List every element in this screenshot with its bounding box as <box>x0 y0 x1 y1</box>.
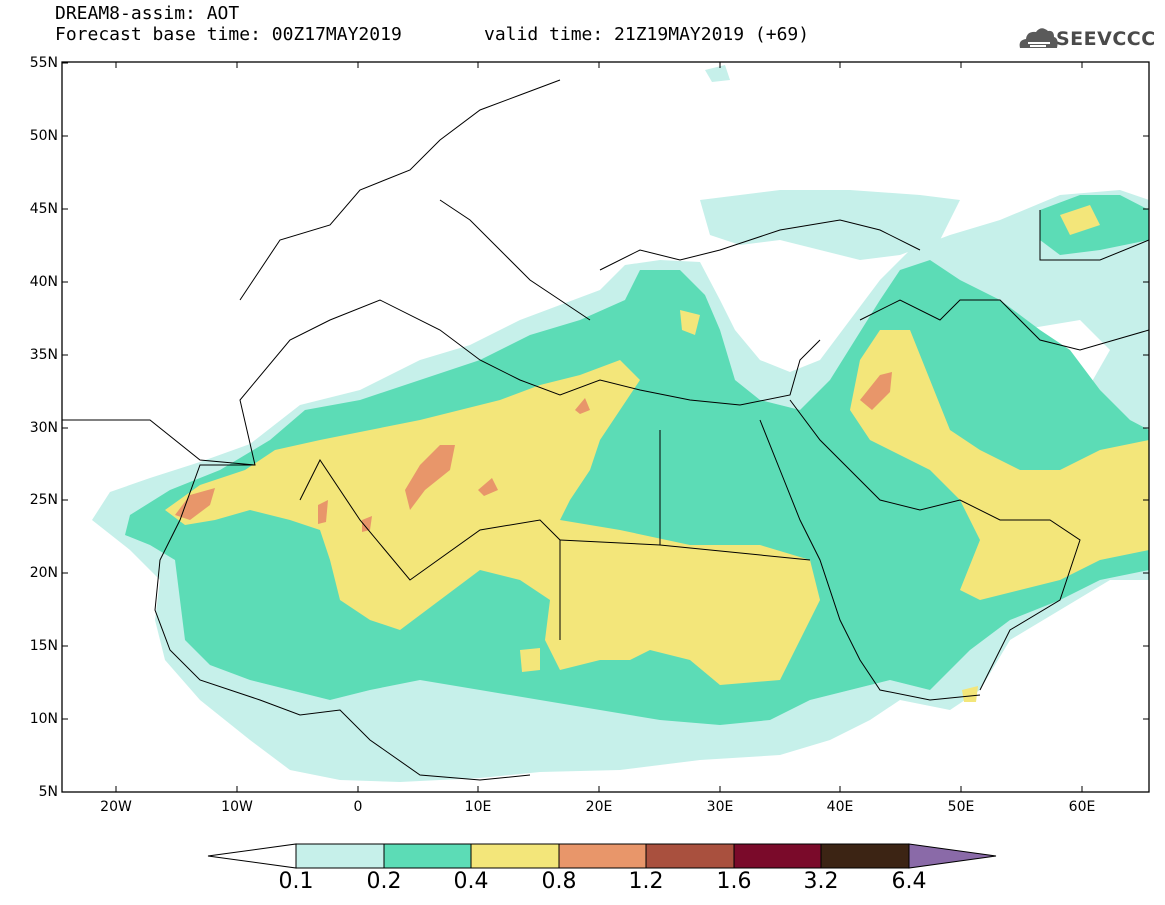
lat-label: 10N <box>29 711 58 727</box>
colorbar-swatch <box>558 843 647 869</box>
lon-label: 10W <box>221 799 253 815</box>
colorbar-label: 0.1 <box>278 869 314 894</box>
colorbar-swatch <box>295 843 385 869</box>
lon-label: 40E <box>826 799 854 815</box>
lat-label: 25N <box>29 492 58 508</box>
cloud-icon <box>1019 28 1058 48</box>
colorbar-label: 1.6 <box>716 869 752 894</box>
colorbar-label: 0.2 <box>366 869 402 894</box>
lat-label: 15N <box>29 638 58 654</box>
map-title: DREAM8-assim: AOT <box>55 3 240 24</box>
aot-contours <box>62 62 1149 792</box>
colorbar-label: 3.2 <box>803 869 839 894</box>
coastlines <box>62 79 1149 781</box>
colorbar-min-arrow <box>207 843 297 869</box>
logo-text: SEEVCCC <box>1056 28 1156 50</box>
colorbar-swatch <box>645 843 735 869</box>
valid-time: valid time: 21Z19MAY2019 (+69) <box>484 24 810 45</box>
forecast-base-time: Forecast base time: 00Z17MAY2019 <box>55 24 402 45</box>
colorbar-swatch <box>733 843 822 869</box>
lat-label: 5N <box>38 784 58 800</box>
lat-label: 35N <box>29 347 58 363</box>
colorbar-swatch <box>820 843 910 869</box>
colorbar-label: 0.8 <box>541 869 577 894</box>
colorbar-max-arrow <box>908 843 997 869</box>
colorbar-swatch <box>383 843 472 869</box>
lon-label: 10E <box>464 799 492 815</box>
lon-label: 30E <box>706 799 734 815</box>
colorbar-label: 1.2 <box>628 869 664 894</box>
lon-label: 20W <box>100 799 132 815</box>
lat-label: 40N <box>29 274 58 290</box>
lon-label: 20E <box>585 799 613 815</box>
colorbar <box>207 843 997 869</box>
map-frame <box>61 61 1150 793</box>
lat-label: 30N <box>29 420 58 436</box>
colorbar-label: 0.4 <box>453 869 489 894</box>
lat-label: 45N <box>29 201 58 217</box>
lon-label: 0 <box>353 799 363 815</box>
lat-label: 55N <box>29 55 58 71</box>
lon-label: 60E <box>1068 799 1096 815</box>
lat-label: 50N <box>29 128 58 144</box>
colorbar-label: 6.4 <box>891 869 927 894</box>
lat-label: 20N <box>29 565 58 581</box>
lon-label: 50E <box>947 799 975 815</box>
axis-ticks <box>62 62 1149 792</box>
colorbar-swatch <box>470 843 560 869</box>
